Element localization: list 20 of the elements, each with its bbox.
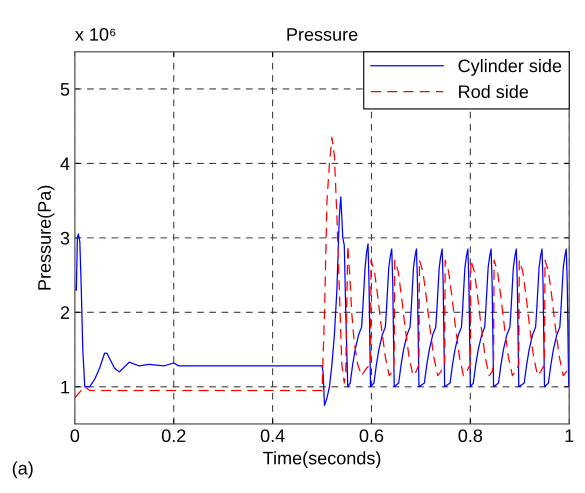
x-tick-label: 0	[70, 429, 80, 442]
x-tick-label: 0.8	[458, 429, 482, 442]
x-tick-label: 1	[566, 430, 574, 442]
legend-label: Rod side	[459, 84, 528, 98]
x-tick-label: 0.6	[360, 429, 384, 442]
line-series	[74, 136, 570, 399]
y-tick-label: 4	[60, 158, 70, 170]
x-tick-label: 0.2	[162, 429, 186, 442]
line-series	[74, 196, 570, 406]
x-axis-title: Time(seconds)	[263, 451, 380, 468]
legend-label: Cylinder side	[458, 58, 562, 76]
chart-title: Pressure	[287, 28, 358, 41]
y-tick-label: 2	[60, 306, 70, 319]
y-tick-label: 3	[60, 232, 70, 245]
y-axis-title: Pressure(Pa)	[38, 186, 54, 290]
text: x 10⁶	[75, 28, 116, 41]
text: (a)	[12, 461, 33, 478]
x-tick-label: 0.4	[260, 429, 285, 442]
y-tick-label: 1	[61, 380, 70, 394]
y-tick-label: 5	[60, 83, 70, 96]
